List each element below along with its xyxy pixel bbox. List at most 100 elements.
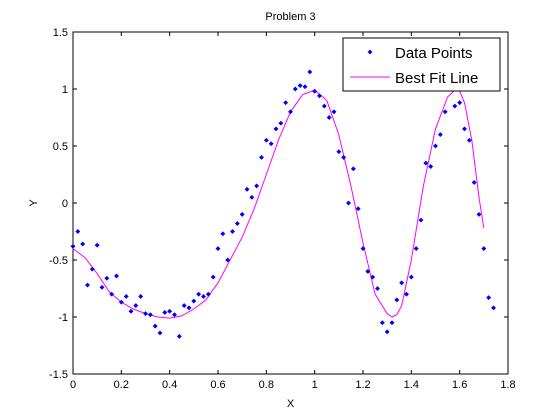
- legend-label-best-fit: Best Fit Line: [395, 70, 478, 87]
- data-point: [399, 280, 405, 286]
- data-point: [70, 243, 76, 249]
- y-tick-label: 1: [62, 84, 68, 96]
- data-point: [152, 323, 158, 329]
- data-point: [413, 246, 419, 252]
- data-point: [345, 200, 352, 206]
- x-tick-label: 0.6: [210, 379, 225, 391]
- data-point: [229, 228, 236, 235]
- data-point: [374, 285, 381, 292]
- data-point: [263, 137, 269, 143]
- data-point: [486, 295, 492, 301]
- data-point: [142, 311, 149, 317]
- data-point: [133, 303, 139, 309]
- data-point: [316, 93, 323, 99]
- data-point: [239, 211, 245, 217]
- data-point: [302, 84, 308, 90]
- data-point: [341, 154, 347, 160]
- data-point: [283, 100, 289, 106]
- data-point: [94, 242, 100, 248]
- data-point: [123, 293, 129, 300]
- x-tick-label: 0.8: [259, 379, 274, 391]
- data-point: [273, 126, 279, 132]
- chart-title: Problem 3: [265, 11, 315, 23]
- data-point: [355, 206, 361, 212]
- data-point: [432, 143, 439, 149]
- data-point: [254, 183, 260, 189]
- data-point: [196, 291, 202, 297]
- data-point: [89, 266, 95, 272]
- data-point: [331, 109, 337, 115]
- data-point: [370, 274, 376, 280]
- data-point: [176, 333, 182, 339]
- data-point: [384, 329, 390, 335]
- data-point: [321, 103, 327, 109]
- data-point: [157, 330, 163, 336]
- y-tick-label: 1.5: [53, 27, 68, 39]
- x-tick-label: 1.6: [452, 379, 467, 391]
- data-point: [128, 308, 134, 314]
- data-point: [171, 312, 178, 318]
- data-point: [181, 303, 187, 309]
- data-point: [336, 149, 342, 155]
- data-point: [350, 166, 356, 172]
- y-axis-label: Y: [28, 199, 40, 207]
- data-point: [80, 241, 86, 247]
- data-point: [113, 273, 120, 279]
- data-point: [200, 293, 207, 300]
- data-point: [461, 126, 468, 132]
- data-point: [418, 217, 424, 223]
- x-tick-label: 1: [312, 379, 318, 391]
- data-point: [408, 274, 414, 280]
- data-point: [389, 320, 395, 326]
- data-point: [258, 154, 265, 160]
- data-point: [118, 299, 124, 305]
- data-point: [490, 305, 497, 311]
- y-tick-label: -1: [58, 312, 68, 324]
- data-point: [476, 211, 482, 217]
- data-point: [394, 297, 400, 303]
- legend-label-data-points: Data Points: [395, 45, 473, 62]
- data-point: [287, 109, 294, 115]
- data-point: [437, 132, 443, 138]
- data-point: [379, 320, 385, 326]
- data-point: [215, 246, 221, 252]
- x-axis-label: X: [287, 398, 295, 410]
- data-point: [428, 163, 434, 170]
- x-tick-label: 0.4: [162, 379, 177, 391]
- y-tick-label: -1.5: [49, 369, 68, 381]
- data-point: [268, 141, 274, 147]
- data-point: [457, 100, 463, 106]
- y-tick-label: -0.5: [49, 255, 68, 267]
- x-tick-label: 1.2: [355, 379, 370, 391]
- legend-marker-point: [367, 49, 373, 55]
- legend-box: [342, 37, 501, 92]
- y-axis: -1.5 -1 -0.5 0 0.5 1 1.5: [49, 27, 508, 381]
- data-point: [225, 257, 231, 263]
- data-point: [297, 83, 303, 89]
- y-tick-label: 0.5: [53, 141, 68, 153]
- data-point: [75, 228, 81, 235]
- data-point: [365, 268, 371, 274]
- legend-marker-data-points: [367, 49, 373, 55]
- data-point: [109, 291, 115, 297]
- data-point: [220, 231, 226, 237]
- data-point: [326, 114, 332, 121]
- data-point: [205, 291, 211, 297]
- x-tick-label: 1.4: [404, 379, 419, 391]
- data-point: [138, 293, 144, 300]
- data-point: [162, 309, 168, 315]
- data-point: [312, 88, 318, 94]
- data-point: [360, 246, 366, 252]
- data-point: [244, 186, 250, 192]
- data-point: [452, 103, 458, 109]
- data-point: [481, 246, 487, 252]
- data-point: [423, 160, 429, 166]
- y-tick-label: 0: [62, 198, 68, 210]
- data-point: [104, 275, 110, 281]
- data-point: [249, 194, 255, 200]
- data-point: [466, 137, 472, 143]
- x-axis: 0 0.2 0.4 0.6 0.8 1 1.2 1.4 1.6 1.8: [70, 32, 516, 391]
- data-point: [191, 298, 197, 304]
